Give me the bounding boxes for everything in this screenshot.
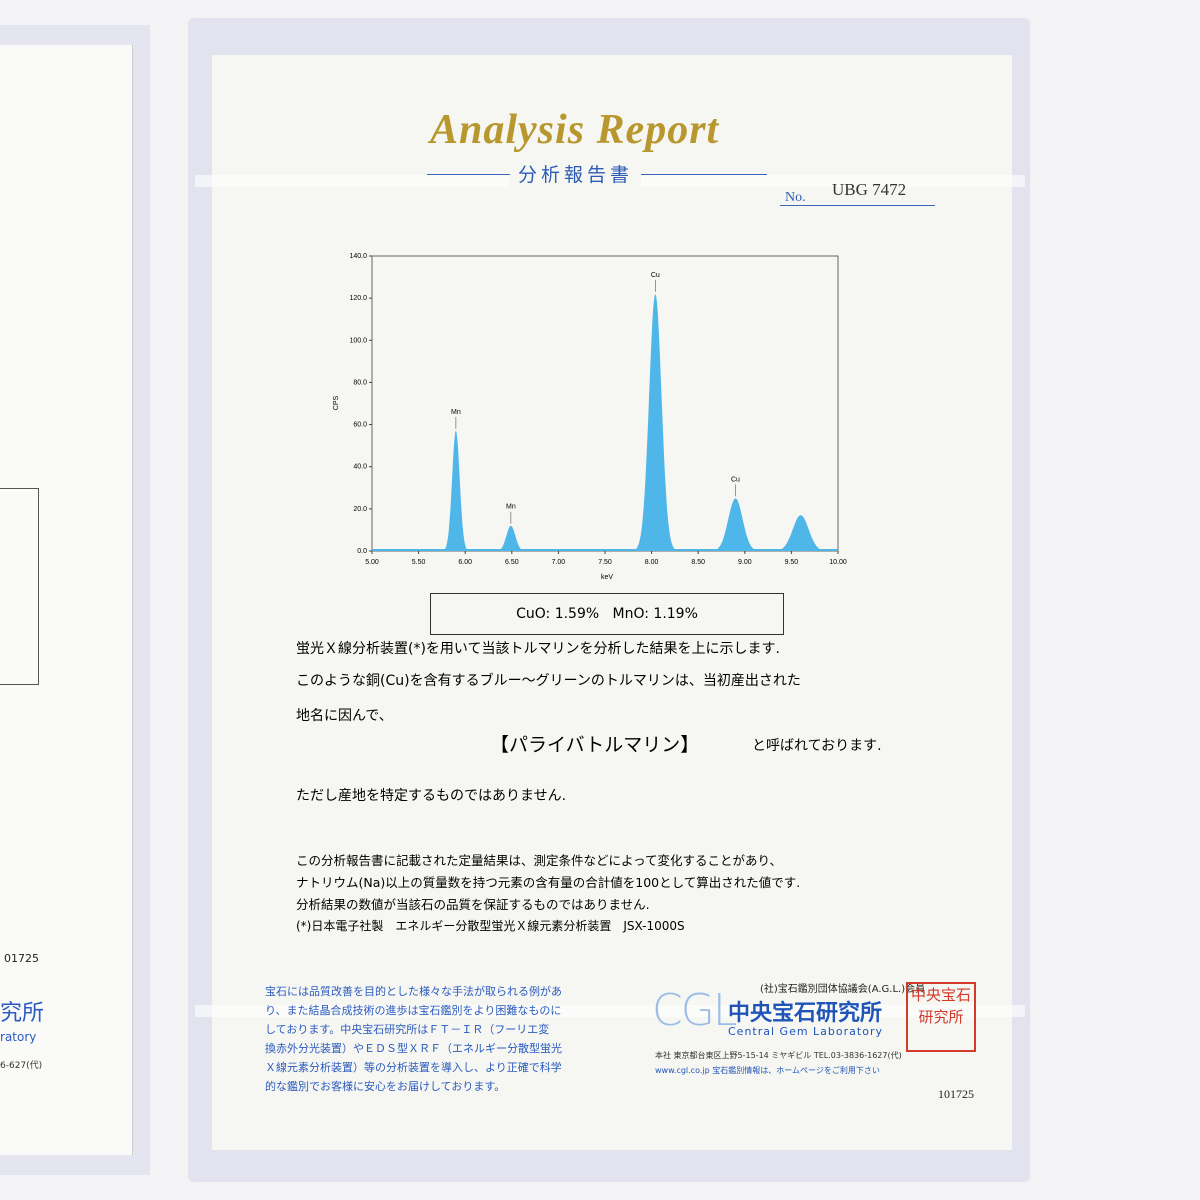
y-tick-label: 0.0: [357, 548, 367, 555]
peak-label: Cu: [651, 272, 660, 279]
serial: 101725: [938, 1087, 974, 1101]
left-serial: 01725: [4, 952, 39, 965]
footer-line: 換赤外分光装置）やＥＤＳ型ＸＲＦ（エネルギー分散型蛍光: [265, 1042, 562, 1055]
note-line: 分析結果の数値が当該石の品質を保証するものではありません.: [296, 897, 650, 912]
lab-name: 中央宝石研究所: [728, 1001, 883, 1026]
sleeve-band: [195, 1005, 1025, 1017]
body-line: 蛍光Ｘ線分析装置(*)を用いて当該トルマリンを分析した結果を上に示します.: [296, 641, 780, 657]
x-tick-label: 9.00: [738, 559, 752, 566]
spectrum-peak: [493, 525, 529, 551]
x-tick-label: 5.50: [412, 559, 426, 566]
y-tick-label: 80.0: [353, 379, 367, 386]
spectrum-peak: [440, 430, 472, 551]
footer-line: り、また結晶合成技術の進歩は宝石鑑別をより困難なものに: [265, 1004, 562, 1017]
stamp: 中央宝石研究所: [906, 982, 976, 1052]
left-lab-en: ratory: [0, 1030, 37, 1044]
title: Analysis Report: [430, 107, 720, 153]
x-tick-label: 9.50: [785, 559, 799, 566]
plot-frame: [371, 255, 839, 552]
left-paper: [0, 45, 133, 1155]
body-line: このような銅(Cu)を含有するブルー～グリーンのトルマリンは、当初産出された: [296, 673, 801, 689]
stone-name: 【パライバトルマリン】: [490, 734, 700, 756]
peak-label: Mn: [506, 504, 516, 511]
note-line: (*)日本電子社製 エネルギー分散型蛍光Ｘ線元素分析装置 JSX-1000S: [296, 919, 685, 933]
x-tick-label: 6.50: [505, 559, 519, 566]
spectrum-peak: [630, 293, 681, 551]
x-tick-label: 8.50: [691, 559, 705, 566]
disclaimer: ただし産地を特定するものではありません.: [296, 788, 567, 804]
body-line: と呼ばれております.: [752, 738, 882, 754]
footer-line: 宝石には品質改善を目的とした様々な手法が取られる例があ: [265, 985, 562, 998]
y-axis-label: CPS: [333, 395, 340, 410]
y-tick-label: 120.0: [349, 295, 367, 302]
x-axis-label: keV: [601, 574, 613, 581]
x-tick-label: 7.00: [552, 559, 566, 566]
logo: CGL: [652, 985, 737, 1036]
left-lab: 究所: [0, 1001, 45, 1026]
footer-line: Ｘ線元素分析装置）等の分析装置を導入し、より正確で科学: [265, 1061, 562, 1074]
left-table: [0, 488, 39, 685]
peak-label: Mn: [451, 409, 461, 416]
y-tick-label: 20.0: [353, 506, 367, 513]
peak-label: Cu: [731, 476, 740, 483]
footer-line: しております。中央宝石研究所はＦＴ－ＩＲ（フーリエ変: [265, 1023, 550, 1036]
number-rule: [780, 205, 935, 206]
x-tick-label: 6.00: [458, 559, 472, 566]
left-phone: 6-627(代): [0, 1061, 43, 1071]
y-tick-label: 140.0: [349, 253, 367, 260]
x-tick-label: 8.00: [645, 559, 659, 566]
x-tick-label: 5.00: [365, 559, 379, 566]
y-tick-label: 40.0: [353, 464, 367, 471]
note-line: この分析報告書に記載された定量結果は、測定条件などによって変化することがあり、: [296, 853, 783, 868]
association: (社)宝石鑑別団体協議会(A.G.L.)会員: [760, 984, 926, 995]
footer-text: 宝石には品質改善を目的とした様々な手法が取られる例があ り、また結晶合成技術の進歩…: [265, 982, 562, 1096]
subtitle: 分析報告書: [510, 160, 642, 187]
x-tick-label: 7.50: [598, 559, 612, 566]
web: www.cgl.co.jp 宝石鑑別情報は、ホームページをご利用下さい: [655, 1066, 880, 1075]
body-line: 地名に因んで、: [296, 708, 393, 724]
result-box: CuO: 1.59% MnO: 1.19%: [430, 593, 784, 635]
address: 本社 東京都台東区上野5-15-14 ミヤギビル TEL.03-3836-162…: [655, 1051, 902, 1060]
note-line: ナトリウム(Na)以上の質量数を持つ元素の含有量の合計値を100として算出された…: [296, 875, 801, 890]
number-label: No.: [785, 190, 806, 205]
spectrum-peak: [768, 515, 833, 551]
spectrum-chart: CPS keV 0.0 20.0 40.0 60.0 80.0 100.0 120.0 140…: [333, 253, 847, 581]
number: UBG 7472: [832, 180, 907, 199]
lab-name-en: Central Gem Laboratory: [728, 1025, 883, 1038]
y-tick-label: 60.0: [353, 422, 367, 429]
x-tick-label: 10.00: [829, 559, 847, 566]
footer-line: 的な鑑別でお客様に安心をお届けしております。: [265, 1080, 506, 1093]
spectrum-peak: [706, 498, 765, 551]
paper: [212, 55, 1012, 1150]
y-tick-label: 100.0: [349, 337, 367, 344]
